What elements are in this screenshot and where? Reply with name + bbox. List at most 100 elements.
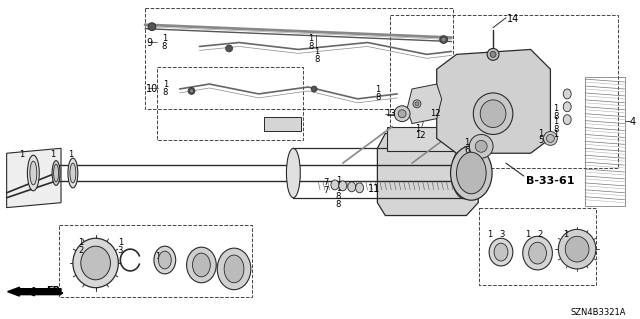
Bar: [585, 77, 625, 206]
Text: 8: 8: [162, 41, 167, 50]
Text: 8: 8: [308, 41, 314, 50]
Text: 1: 1: [376, 85, 381, 94]
Text: 8: 8: [163, 88, 168, 97]
Ellipse shape: [70, 163, 76, 183]
Polygon shape: [407, 84, 442, 123]
Text: 1: 1: [554, 130, 559, 138]
Ellipse shape: [474, 93, 513, 135]
Ellipse shape: [563, 89, 571, 99]
Text: 6: 6: [465, 146, 470, 155]
Circle shape: [490, 51, 496, 57]
Text: 1: 1: [78, 238, 83, 247]
Text: 1: 1: [163, 80, 168, 89]
Ellipse shape: [81, 246, 111, 280]
Text: 3: 3: [118, 246, 123, 255]
Ellipse shape: [558, 229, 596, 269]
Text: 5: 5: [538, 137, 544, 145]
Text: 2: 2: [537, 230, 542, 239]
Text: B-33-61: B-33-61: [525, 176, 574, 186]
Text: FR.: FR.: [46, 286, 64, 296]
Text: 1: 1: [538, 129, 544, 137]
Ellipse shape: [154, 246, 176, 274]
Text: 1: 1: [156, 252, 161, 261]
Text: 1: 1: [308, 33, 314, 43]
Circle shape: [413, 100, 421, 108]
Text: 9: 9: [146, 38, 152, 48]
Circle shape: [487, 48, 499, 60]
Bar: [479, 208, 596, 285]
Text: 1: 1: [465, 138, 470, 147]
Ellipse shape: [30, 161, 36, 185]
Text: 1: 1: [19, 150, 24, 159]
Ellipse shape: [187, 247, 216, 283]
Text: 1: 1: [336, 176, 341, 185]
Text: 1: 1: [314, 48, 319, 56]
Bar: [145, 8, 452, 109]
Ellipse shape: [287, 148, 300, 198]
Ellipse shape: [494, 243, 508, 261]
Ellipse shape: [480, 100, 506, 128]
Text: 8: 8: [554, 125, 559, 134]
Ellipse shape: [565, 236, 589, 262]
Ellipse shape: [68, 158, 78, 188]
Text: 1: 1: [51, 150, 56, 159]
Ellipse shape: [52, 161, 60, 185]
Text: 8: 8: [336, 192, 341, 201]
Text: 1: 1: [554, 117, 559, 126]
Text: 1: 1: [488, 230, 493, 239]
Polygon shape: [378, 133, 478, 216]
Ellipse shape: [217, 248, 251, 290]
Circle shape: [394, 106, 410, 122]
Text: 1: 1: [162, 33, 167, 43]
Text: 3: 3: [499, 230, 505, 239]
Ellipse shape: [489, 238, 513, 266]
Text: 8: 8: [554, 112, 559, 121]
Text: 13: 13: [385, 109, 396, 118]
Circle shape: [148, 23, 156, 31]
Ellipse shape: [452, 147, 477, 199]
Text: 4: 4: [630, 117, 636, 127]
Ellipse shape: [159, 251, 172, 269]
Text: 12: 12: [415, 131, 426, 140]
Ellipse shape: [331, 180, 339, 190]
Ellipse shape: [451, 146, 492, 200]
Text: 7: 7: [323, 186, 328, 195]
Bar: [59, 226, 252, 297]
Text: 14: 14: [507, 14, 519, 24]
Circle shape: [188, 87, 195, 94]
Ellipse shape: [523, 236, 552, 270]
Ellipse shape: [543, 131, 557, 145]
Ellipse shape: [28, 155, 39, 191]
Ellipse shape: [356, 183, 364, 193]
Ellipse shape: [547, 135, 554, 142]
Ellipse shape: [73, 238, 118, 288]
Text: 10: 10: [146, 84, 158, 94]
FancyArrow shape: [8, 287, 61, 296]
Ellipse shape: [563, 115, 571, 125]
Circle shape: [311, 86, 317, 92]
Text: 11: 11: [367, 184, 380, 194]
Ellipse shape: [529, 242, 547, 264]
Text: 1: 1: [118, 238, 123, 247]
Ellipse shape: [339, 181, 347, 191]
Text: SZN4B3321A: SZN4B3321A: [570, 308, 626, 317]
Bar: [387, 127, 461, 151]
Text: 8: 8: [376, 93, 381, 102]
Ellipse shape: [348, 182, 356, 192]
Text: 8: 8: [314, 56, 319, 64]
Circle shape: [440, 36, 447, 43]
Bar: [390, 15, 618, 168]
Text: 1: 1: [415, 123, 420, 133]
Circle shape: [189, 89, 193, 93]
Text: 1: 1: [525, 230, 531, 239]
Text: 2: 2: [78, 246, 83, 255]
Text: 12: 12: [430, 109, 440, 118]
Text: 7: 7: [323, 178, 328, 187]
Circle shape: [226, 45, 232, 52]
Circle shape: [476, 140, 487, 152]
Text: 1: 1: [563, 230, 568, 239]
Ellipse shape: [54, 164, 58, 182]
Bar: [157, 67, 303, 140]
Circle shape: [415, 102, 419, 106]
Text: 1: 1: [336, 184, 341, 193]
